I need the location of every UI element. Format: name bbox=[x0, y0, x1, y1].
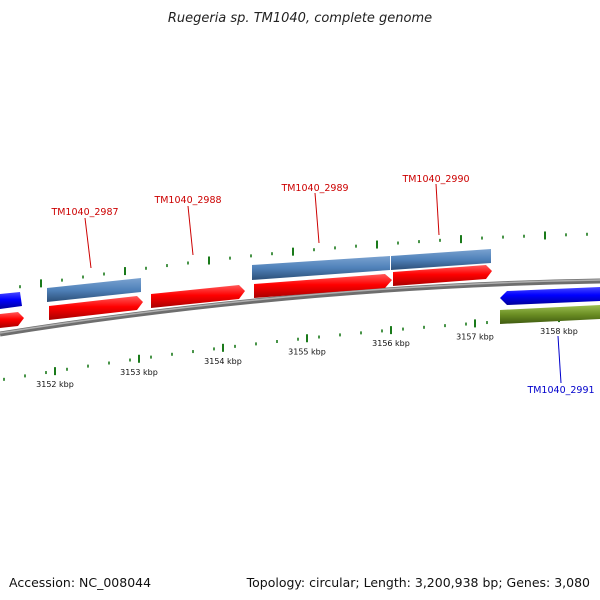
gene-label-tm1040-2990[interactable]: TM1040_2990 bbox=[401, 174, 469, 185]
partial-reverse-cds-left bbox=[0, 292, 22, 309]
map-title: Ruegeria sp. TM1040, complete genome bbox=[168, 11, 432, 26]
scale-tick-label: 3158 kbp bbox=[540, 327, 578, 336]
accession-text: Accession: NC_008044 bbox=[9, 575, 152, 590]
gene-label-tm1040-2991[interactable]: TM1040_2991 bbox=[526, 385, 594, 396]
genome-backbone-highlight bbox=[0, 279, 600, 334]
gene-tm1040-2991-inner-block bbox=[500, 305, 600, 324]
scale-tick-label: 3155 kbp bbox=[288, 347, 326, 356]
gene-tm1040-2989[interactable] bbox=[252, 256, 392, 298]
gene-tm1040-2988-cds-arrow bbox=[151, 285, 245, 308]
partial-forward-cds-left bbox=[0, 312, 24, 328]
scale-tick-label: 3152 kbp bbox=[36, 380, 74, 389]
gene-tm1040-2990-cds-arrow bbox=[393, 265, 492, 286]
leader-line-tm1040-2989 bbox=[314, 192, 320, 244]
gene-label-tm1040-2988[interactable]: TM1040_2988 bbox=[153, 195, 221, 206]
gene-tm1040-2987-cds-arrow bbox=[49, 296, 143, 320]
gene-tm1040-2989-outer-block bbox=[252, 256, 390, 280]
gene-tm1040-2990-outer-block bbox=[391, 249, 491, 270]
gene-tm1040-2991-cds-arrow bbox=[500, 287, 600, 305]
gene-tm1040-2988[interactable] bbox=[151, 285, 245, 308]
genome-backbone bbox=[0, 278, 600, 337]
genome-summary-text: Topology: circular; Length: 3,200,938 bp… bbox=[246, 575, 590, 590]
leader-line-tm1040-2991 bbox=[557, 335, 562, 384]
outer-tick-row bbox=[19, 231, 588, 289]
scale-tick-label: 3154 kbp bbox=[204, 357, 242, 366]
gene-tm1040-2991[interactable] bbox=[500, 287, 600, 324]
scale-tick-row bbox=[3, 314, 593, 381]
gene-tm1040-2987[interactable] bbox=[47, 278, 143, 320]
scale-tick-label: 3157 kbp bbox=[456, 332, 494, 341]
gene-tm1040-2987-outer-block bbox=[47, 278, 141, 302]
gene-label-tm1040-2989[interactable]: TM1040_2989 bbox=[280, 183, 348, 194]
scale-tick-label: 3156 kbp bbox=[372, 339, 410, 348]
leader-line-tm1040-2987 bbox=[84, 217, 92, 269]
gene-tm1040-2989-cds-arrow bbox=[254, 274, 392, 298]
leader-line-tm1040-2990 bbox=[435, 183, 440, 236]
leader-line-tm1040-2988 bbox=[187, 205, 194, 256]
scale-tick-label: 3153 kbp bbox=[120, 368, 158, 377]
gene-tm1040-2990[interactable] bbox=[391, 249, 492, 286]
gene-label-tm1040-2987[interactable]: TM1040_2987 bbox=[50, 207, 118, 218]
scale-tick-labels: 3152 kbp 3153 kbp 3154 kbp 3155 kbp 3156 kbp… bbox=[36, 327, 578, 389]
